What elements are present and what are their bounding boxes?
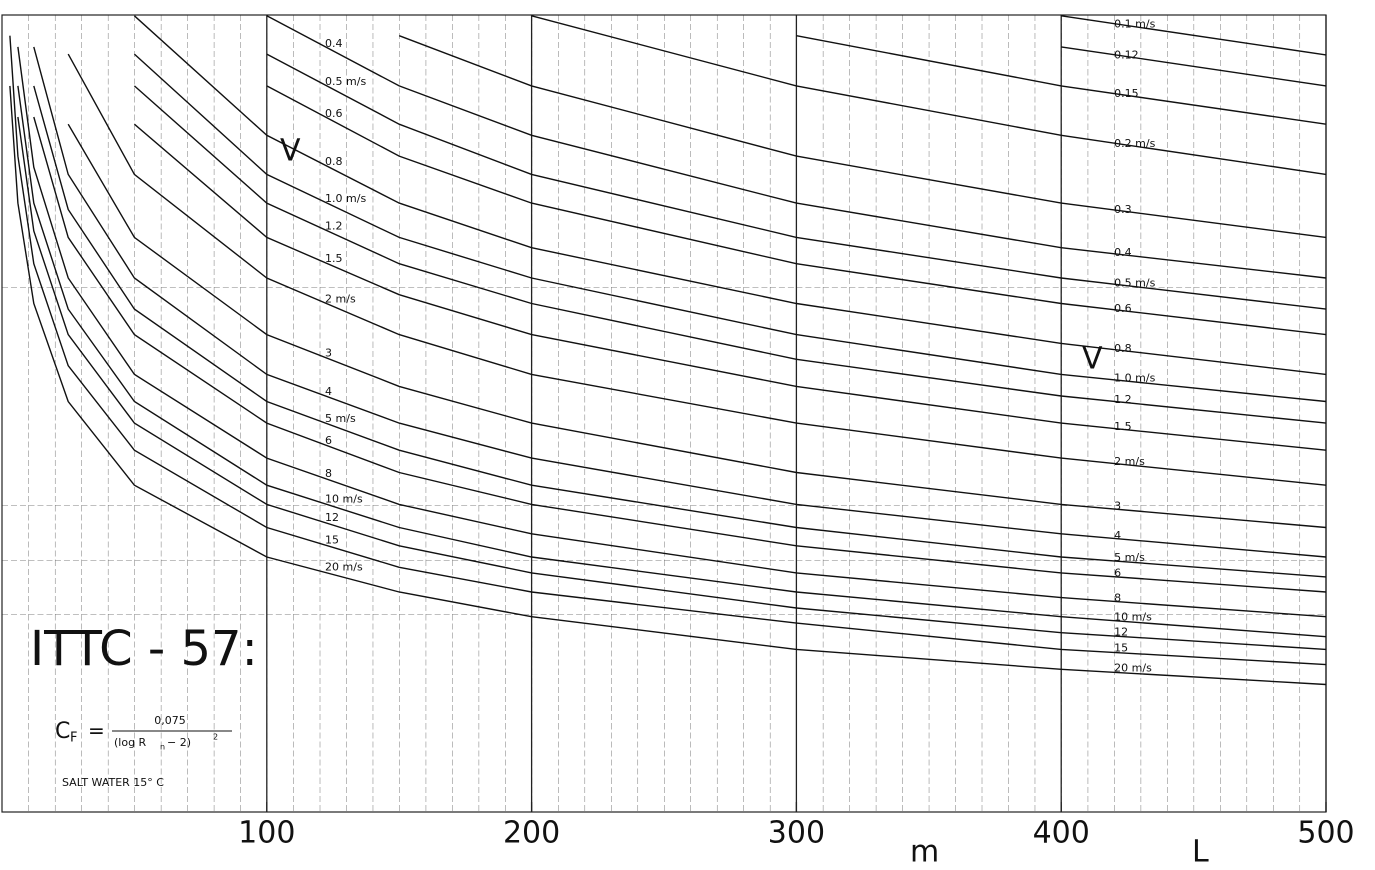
- grid-pattern: [2, 15, 1326, 812]
- curve-label: 0.1 m/s: [1114, 17, 1155, 30]
- y-label: V: [1082, 342, 1103, 377]
- curve: [133, 15, 1327, 376]
- curve-label: 12: [1114, 625, 1128, 638]
- curve: [266, 15, 1327, 279]
- formula: C F = 0,075 (log R n − 2) 2: [55, 714, 232, 752]
- plot: 100 200 300 400 500 0.1 m/s 0.12 0.15 0.2 m/s 0.3…: [9, 15, 1355, 851]
- curve: [133, 53, 1327, 403]
- curve-label: 4: [325, 385, 332, 398]
- formula-lhs: C: [55, 719, 70, 744]
- curve-label: 1.0 m/s: [1114, 371, 1155, 384]
- formula-numerator: 0,075: [154, 714, 186, 727]
- curve: [531, 15, 1327, 176]
- curve-label: 0.3: [1114, 203, 1132, 216]
- curve-label: 2 m/s: [325, 292, 356, 305]
- curve: [398, 35, 1327, 239]
- formula-denominator-sup: 2: [213, 733, 218, 742]
- curve-label: 0.5 m/s: [1114, 276, 1155, 289]
- curve-label: 1.5: [1114, 420, 1132, 433]
- curve: [9, 85, 1327, 686]
- curve-label: 0.6: [1114, 302, 1132, 315]
- curve-label: 0.2 m/s: [1114, 137, 1155, 150]
- curve: [17, 85, 1327, 638]
- curve-label: 0.15: [1114, 87, 1139, 100]
- curve: [33, 85, 1327, 578]
- curve-label: 8: [1114, 591, 1121, 604]
- curve: [67, 53, 1327, 486]
- curve: [1061, 46, 1327, 87]
- curve-label: 8: [325, 467, 332, 480]
- curve-label: 0.4: [1114, 246, 1132, 259]
- curve-label: 6: [325, 434, 332, 447]
- curve-label: 6: [1114, 567, 1121, 580]
- curve-label: 1.2: [325, 219, 343, 232]
- curve: [33, 46, 1327, 558]
- curve-label: 1.2: [1114, 393, 1132, 406]
- curve: [17, 46, 1327, 618]
- curve-label: 0.6: [325, 107, 343, 120]
- curve-label: 15: [325, 533, 339, 546]
- curve-label: 15: [1114, 641, 1128, 654]
- curve: [17, 116, 1327, 651]
- x-tick-label: 500: [1297, 816, 1354, 851]
- curve-label: 5 m/s: [325, 412, 356, 425]
- curve: [133, 85, 1327, 424]
- curve: [9, 35, 1327, 666]
- x-tick-label: 200: [503, 816, 560, 851]
- x-tick-label: 300: [768, 816, 825, 851]
- curve: [133, 123, 1327, 451]
- y-label: V: [280, 134, 301, 169]
- formula-lhs-sub: F: [70, 731, 77, 746]
- x-tick-label: 100: [238, 816, 295, 851]
- x-unit: m: [910, 835, 939, 870]
- formula-denominator-sub: n: [160, 743, 165, 752]
- formula-denominator-tail: − 2): [167, 736, 191, 749]
- curve-label: 0.5 m/s: [325, 75, 366, 88]
- formula-denominator: (log R: [114, 736, 147, 749]
- curve-label: 20 m/s: [325, 560, 363, 573]
- curve: [67, 123, 1327, 529]
- curve-label: 4: [1114, 529, 1121, 542]
- curve: [266, 53, 1327, 310]
- curve: [33, 116, 1327, 593]
- curve-label: 0.8: [325, 155, 343, 168]
- curve-label: 20 m/s: [1114, 661, 1152, 674]
- curve-label: 5 m/s: [1114, 551, 1145, 564]
- curve-label: 10 m/s: [1114, 611, 1152, 624]
- note: SALT WATER 15° C: [62, 776, 164, 789]
- curve-label: 0.12: [1114, 49, 1139, 62]
- curve: [266, 85, 1327, 336]
- curve-label: 3: [325, 346, 332, 359]
- curve-label: 0.4: [325, 37, 343, 50]
- formula-equals: =: [88, 719, 105, 743]
- curve: [796, 35, 1327, 125]
- x-tick-label: 400: [1033, 816, 1090, 851]
- curve-label: 0.8: [1114, 342, 1132, 355]
- curve-label: 2 m/s: [1114, 455, 1145, 468]
- curve-label: 3: [1114, 500, 1121, 513]
- curve-label: 1.5: [325, 252, 343, 265]
- curve: [1061, 15, 1327, 56]
- x-label: L: [1192, 835, 1209, 870]
- curve-label: 1.0 m/s: [325, 192, 366, 205]
- chart-title: ITTC - 57:: [30, 621, 258, 677]
- curve-label: 12: [325, 511, 339, 524]
- curve-label: 10 m/s: [325, 492, 363, 505]
